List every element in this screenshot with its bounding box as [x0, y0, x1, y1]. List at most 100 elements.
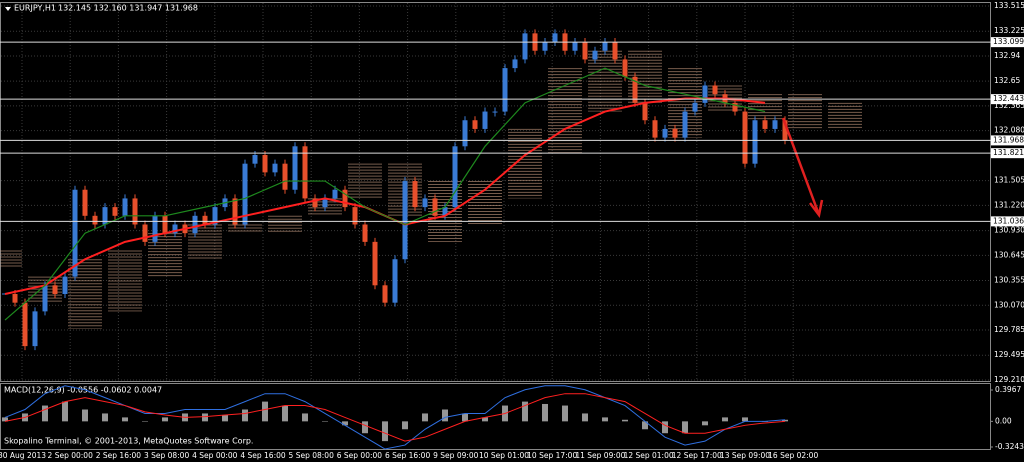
candle [742, 111, 748, 164]
price-tick-label: 132.080 [994, 126, 1024, 135]
macd-histogram-bar [422, 413, 428, 422]
candle [492, 111, 498, 113]
date-label: 2 Sep 16:00 [96, 451, 142, 460]
candle [682, 111, 688, 138]
candle [102, 207, 108, 225]
price-tick-label: 133.515 [994, 1, 1024, 10]
candle [72, 189, 78, 277]
candle [582, 42, 588, 60]
price-tick-label: 130.070 [994, 300, 1024, 309]
candle [702, 85, 708, 103]
macd-histogram-bar [222, 415, 228, 422]
candle [132, 198, 138, 225]
candle [322, 198, 328, 208]
forecast-arrow [781, 117, 820, 213]
level-box [991, 216, 1024, 227]
main-panel [0, 2, 991, 382]
date-label: 2 Sep 00:00 [48, 451, 94, 460]
candle [502, 68, 508, 112]
candle [122, 198, 128, 216]
candle [602, 42, 608, 51]
macd-histogram-bar [522, 401, 528, 422]
moving-average [4, 67, 766, 321]
candle [662, 128, 668, 138]
candle [312, 198, 318, 208]
candle [12, 293, 18, 303]
macd-histogram-bar [462, 413, 468, 422]
candle [172, 224, 178, 234]
candle [442, 207, 448, 216]
level-label: 133.099 [993, 37, 1024, 46]
candle [22, 302, 28, 347]
candle [642, 102, 648, 121]
macd-histogram-bar [82, 409, 88, 422]
candle [112, 207, 118, 216]
candle [272, 163, 278, 173]
candle [62, 276, 68, 294]
candle [472, 120, 478, 129]
date-label: 6 Sep 16:00 [385, 451, 431, 460]
candle [372, 241, 378, 286]
macd-histogram-bar [702, 421, 708, 426]
price-tick-label: 132.65 [994, 76, 1020, 85]
macd-histogram-bar [342, 421, 348, 426]
candle [82, 189, 88, 216]
candle [552, 33, 558, 43]
candle [572, 42, 578, 51]
date-label: 10 Sep 01:00 [479, 451, 529, 460]
candle [42, 285, 48, 312]
candle [32, 311, 38, 347]
candle [362, 224, 368, 242]
candle [232, 198, 238, 225]
quote: 132.145 132.160 131.947 131.968 [58, 4, 198, 13]
candle [672, 128, 678, 138]
candle [782, 120, 788, 141]
price-tick-label: 130.930 [994, 226, 1024, 235]
candle [452, 146, 458, 208]
candle [732, 102, 738, 112]
menu-icon[interactable] [5, 7, 11, 11]
date-label: 11 Sep 09:00 [575, 451, 625, 460]
macd-histogram-bar [582, 413, 588, 422]
macd-histogram-bar [662, 421, 668, 434]
price-tick-label: 132.94 [994, 51, 1020, 60]
date-label: 3 Sep 08:00 [144, 451, 190, 460]
candle [422, 198, 428, 208]
level-label: 131.036 [993, 216, 1024, 225]
candle [482, 111, 488, 129]
date-label: 16 Sep 02:00 [768, 451, 818, 460]
level-box [991, 94, 1024, 105]
candle [612, 42, 618, 60]
price-tick-label: 132.365 [994, 101, 1024, 110]
date-label: 4 Sep 16:00 [240, 451, 286, 460]
macd-signal [4, 393, 786, 442]
date-label: 10 Sep 17:00 [527, 451, 577, 460]
candle [382, 285, 388, 303]
forecast-arrow-head [809, 199, 824, 218]
candle [152, 215, 158, 242]
macd-histogram-bar [122, 417, 128, 422]
price-tick-label: 129.785 [994, 325, 1024, 334]
date-label: 13 Sep 09:00 [720, 451, 770, 460]
candle [402, 181, 408, 260]
candle [512, 59, 518, 69]
macd-histogram-bar [102, 413, 108, 422]
candle [432, 198, 438, 216]
date-label: 12 Sep 17:00 [672, 451, 722, 460]
candle [342, 189, 348, 208]
price-tick-label: 131.220 [994, 200, 1024, 209]
level-label: 131.821 [993, 148, 1024, 157]
macd-histogram-bar [482, 417, 488, 422]
macd-histogram-bar [562, 405, 568, 422]
candle [412, 181, 418, 208]
macd-tick-label: 0.3967 [995, 385, 1021, 394]
candle [92, 215, 98, 225]
date-label: 30 Aug 2013 [0, 451, 46, 460]
date-label: 5 Sep 08:00 [289, 451, 335, 460]
candle [142, 224, 148, 242]
macd-histogram-bar [722, 417, 728, 422]
macd-histogram-bar [442, 409, 448, 422]
level-box [991, 148, 1024, 159]
macd-histogram-bar [262, 401, 268, 422]
date-label: 12 Sep 01:00 [624, 451, 674, 460]
